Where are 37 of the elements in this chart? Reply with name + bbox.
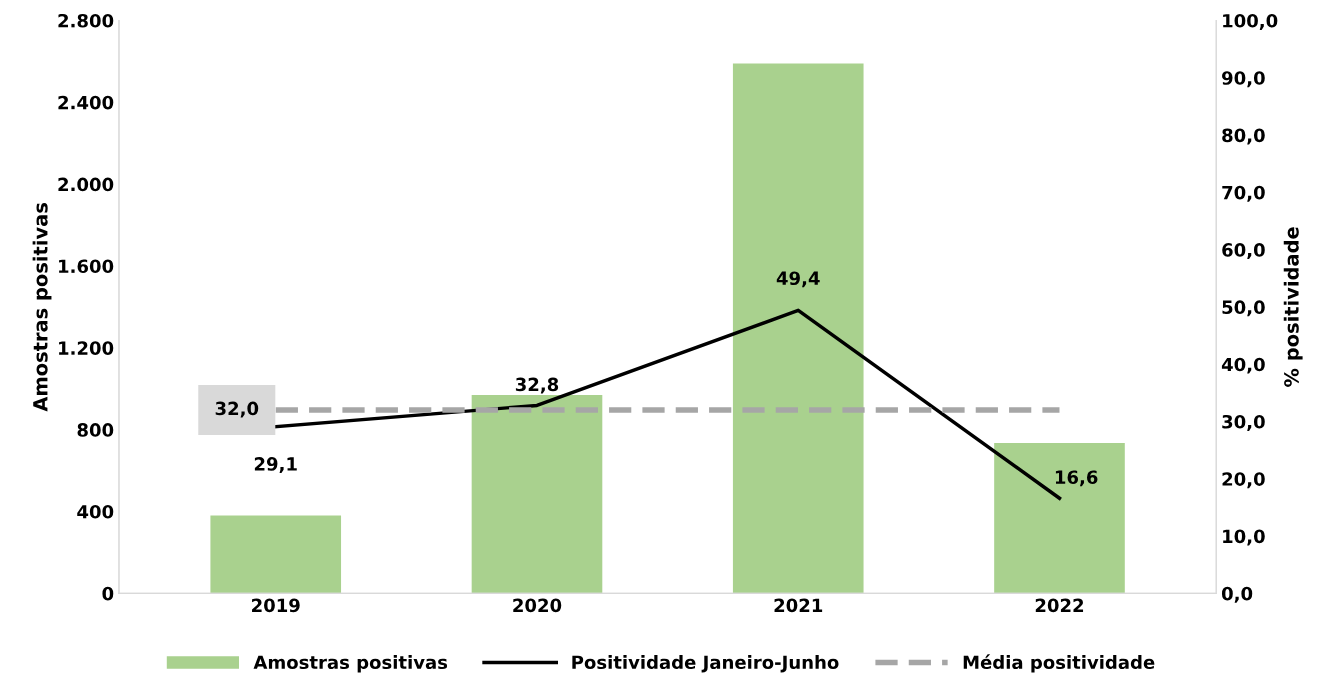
y-tick-label: 1.600 [59, 259, 114, 274]
legend-label: Média positividade [963, 654, 1155, 673]
y2-tick-label: 70,0 [1222, 185, 1265, 202]
y2-tick-label: 90,0 [1222, 71, 1265, 88]
y-tick-label: 2.400 [58, 95, 114, 110]
x-tick-label: 2020 [513, 598, 562, 613]
data-label: 32,8 [515, 377, 559, 394]
y2-tick-label: 20,0 [1222, 472, 1265, 489]
y-tick-label: 800 [77, 423, 114, 437]
y-tick-label: 0 [102, 586, 114, 601]
legend-label: Amostras positivas [253, 655, 448, 673]
data-label: 49,4 [776, 271, 820, 288]
y2-tick-label: 80,0 [1222, 128, 1265, 145]
data-label: 16,6 [1055, 470, 1098, 487]
bar [994, 442, 1125, 594]
y2-tick-label: 0,0 [1221, 586, 1253, 603]
bar [471, 394, 603, 594]
data-label: 32,0 [215, 401, 259, 418]
y-tick-label: 2.000 [58, 177, 114, 192]
y2-axis-title: % positividade [1283, 227, 1303, 387]
bar [732, 63, 864, 594]
data-label: 29,1 [254, 457, 297, 474]
x-tick-label: 2021 [774, 598, 823, 613]
y2-tick-label: 50,0 [1222, 300, 1265, 317]
y-tick-label: 400 [77, 504, 114, 519]
y-axis-title: Amostras positivas [32, 203, 52, 412]
x-tick-label: 2019 [252, 598, 300, 613]
bar [210, 515, 342, 594]
y2-tick-label: 100,0 [1223, 13, 1278, 30]
legend-label: Positividade Janeiro-Junho [572, 655, 839, 673]
y-tick-label: 2.800 [58, 13, 114, 28]
y2-tick-label: 30,0 [1222, 414, 1265, 431]
x-tick-label: 2022 [1035, 598, 1084, 613]
y-tick-label: 1.200 [59, 341, 114, 355]
y2-tick-label: 40,0 [1221, 357, 1265, 374]
y2-tick-label: 60,0 [1222, 243, 1265, 260]
y2-tick-label: 10,0 [1223, 529, 1265, 546]
